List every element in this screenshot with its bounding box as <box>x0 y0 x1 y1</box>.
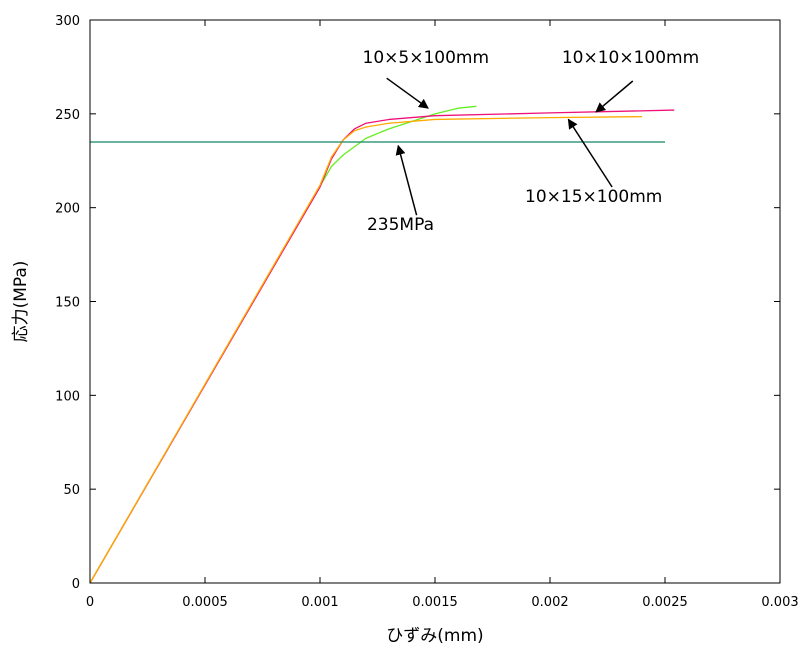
annotation-label: 10×10×100mm <box>562 48 699 68</box>
x-tick-label: 0.0025 <box>642 595 688 610</box>
annotation-arrow <box>567 118 613 188</box>
x-tick-label: 0.003 <box>761 595 798 610</box>
annotation-label: 10×15×100mm <box>525 187 662 207</box>
y-tick-label: 300 <box>55 14 80 29</box>
y-tick-label: 250 <box>55 108 80 123</box>
annotation-arrow <box>395 144 418 216</box>
series-line <box>89 109 675 584</box>
annotation-arrow <box>595 80 634 113</box>
annotation-label: 10×5×100mm <box>363 48 490 68</box>
y-tick-label: 150 <box>55 296 80 311</box>
ticks-layer: 0 0.0005 0.001 0.0015 0.002 0.0025 0.003 0 50 100… <box>55 14 798 610</box>
plot-frame <box>89 19 781 584</box>
x-tick-label: 0.001 <box>301 595 338 610</box>
x-tick-label: 0.0005 <box>182 595 228 610</box>
series-line <box>89 116 643 584</box>
x-tick-label: 0.002 <box>531 595 568 610</box>
annotation-layer: 10×5×100mm 10×10×100mm 10×15×100mm 235MPa <box>363 48 700 235</box>
y-tick-label: 0 <box>72 577 80 592</box>
x-tick-label: 0 <box>86 595 94 610</box>
annotation-arrow <box>386 77 429 109</box>
x-axis-title: ひずみ(mm) <box>386 626 483 646</box>
y-tick-label: 200 <box>55 202 80 217</box>
annotation-label: 235MPa <box>367 215 434 235</box>
y-axis-title: 応力(MPa) <box>11 261 31 343</box>
y-tick-label: 50 <box>63 483 80 498</box>
series-line <box>89 105 477 584</box>
x-tick-label: 0.0015 <box>412 595 458 610</box>
series-layer <box>89 105 675 584</box>
y-tick-label: 100 <box>55 389 80 404</box>
